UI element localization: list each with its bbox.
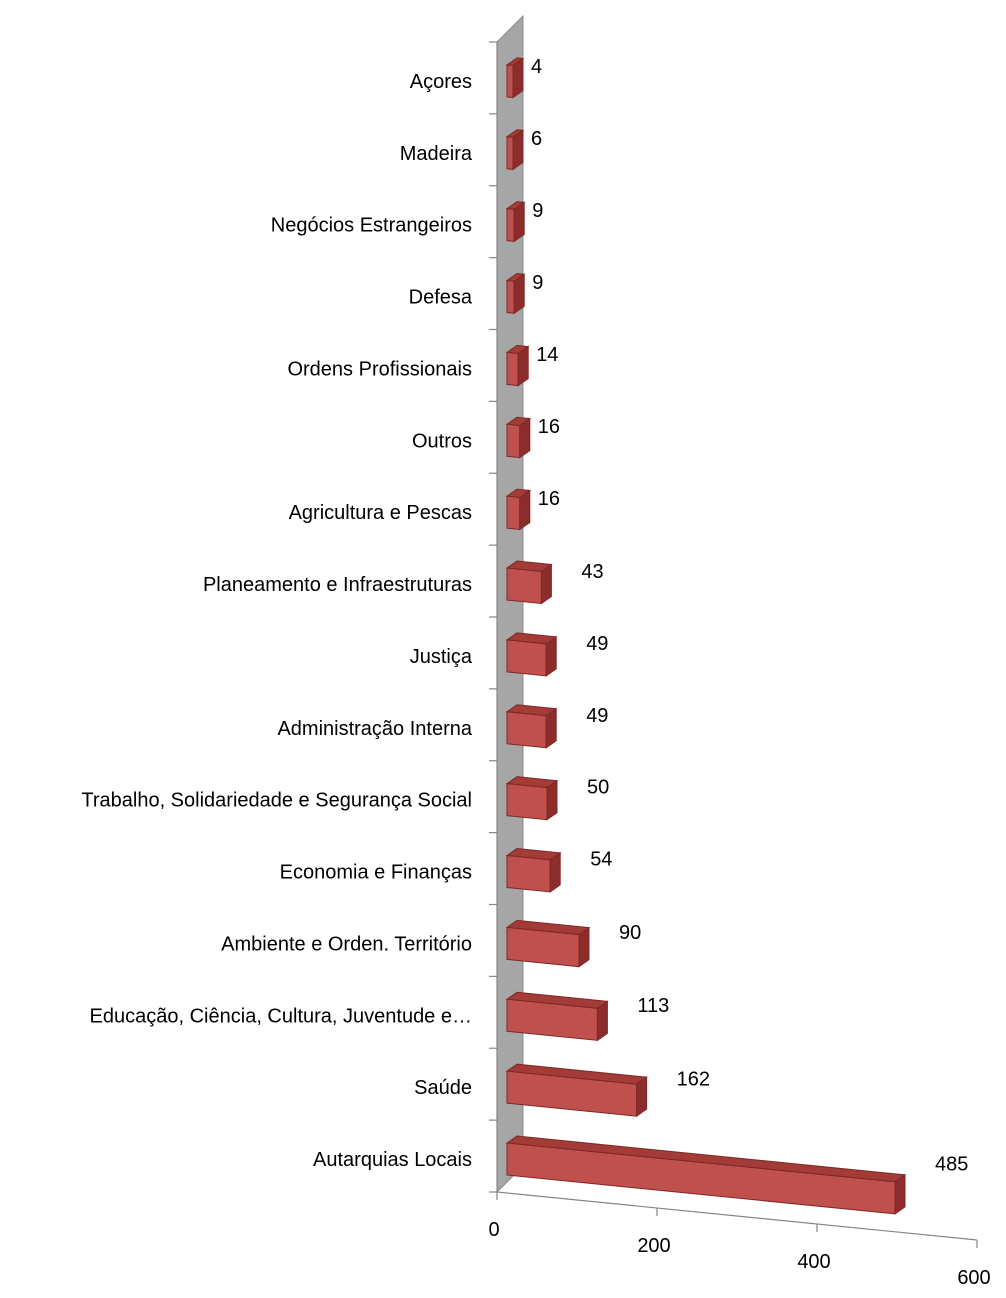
bar-front-face [506,855,551,893]
bar-value-label: 49 [586,633,608,655]
bar [505,201,526,243]
bar [505,632,558,677]
bar-value-label: 54 [590,849,612,871]
bar-value-label: 49 [586,705,608,727]
bar [505,57,525,99]
category-label: Trabalho, Solidariedade e Segurança Soci… [81,790,472,812]
category-label: Agricultura e Pescas [289,502,472,524]
bar [505,919,591,968]
bar-end-face [578,926,590,968]
bar-end-face [517,345,529,387]
value-axis-tick-label: 0 [488,1219,499,1241]
bar-front-face [506,351,519,387]
bar-end-face [519,489,531,531]
bar-front-face [506,423,521,459]
bar [505,848,562,893]
bar [505,991,609,1042]
bar-value-label: 43 [581,561,603,583]
bar-end-face [513,273,525,315]
bar-value-label: 50 [587,777,609,799]
bar-end-face [540,563,552,605]
bar [505,560,553,605]
chart-labels: 0 200 400 600 Açores 4 Madeira 6 Negócios Estran… [81,56,990,1289]
bar [505,273,526,315]
chart-bars [505,57,907,1215]
bar-end-face [596,1000,608,1042]
value-axis-tick-label: 400 [797,1251,830,1273]
bar-end-face [512,57,524,99]
bar-value-label: 113 [637,995,669,1017]
bar-value-label: 16 [538,488,560,510]
bar-end-face [513,201,525,243]
category-label: Negócios Estrangeiros [271,215,472,237]
chart-axes [489,41,978,1248]
bar-value-label: 16 [538,416,560,438]
value-axis-line [496,1191,978,1241]
category-label: Ambiente e Orden. Território [221,933,472,955]
category-label: Defesa [409,287,473,309]
bar-front-face [506,783,548,821]
category-label: Planeamento e Infraestruturas [203,574,472,596]
category-label: Economia e Finanças [280,862,472,884]
bar [505,704,558,749]
bar-end-face [545,635,557,677]
bar-value-label: 6 [531,128,542,150]
category-label: Outros [412,430,472,452]
bar [505,776,559,821]
category-label: Justiça [410,646,473,668]
category-label: Autarquias Locais [313,1149,472,1171]
bar-value-label: 9 [532,200,543,222]
category-label: Saúde [414,1077,472,1099]
category-label: Administração Interna [277,718,472,740]
bar-front-face [506,639,547,677]
bar-end-face [894,1173,906,1215]
bar-front-face [506,208,515,242]
bar-end-face [512,129,524,171]
bar-front-face [506,1142,896,1215]
bar-front-face [506,280,515,314]
bar-front-face [506,64,514,99]
category-label: Madeira [400,143,473,165]
bar-end-face [636,1076,648,1118]
bar-front-face [506,567,542,605]
bar [505,488,532,531]
bar-value-label: 90 [619,922,641,944]
bar-end-face [519,417,531,459]
bar-end-face [545,707,557,749]
bar [505,129,525,171]
bar-value-label: 4 [531,56,542,78]
bar-value-label: 162 [677,1069,710,1091]
bar-front-face [506,711,547,749]
bar-front-face [506,926,580,968]
bar-value-label: 14 [536,344,558,366]
bar [505,1063,648,1118]
bar-value-label: 485 [935,1153,968,1175]
bar-end-face [549,851,561,893]
bar [505,1135,907,1215]
bar-front-face [506,495,521,531]
bar [505,416,532,459]
bar [505,344,530,387]
category-label: Ordens Profissionais [287,358,472,380]
bar-front-face [506,136,514,170]
bar-end-face [546,779,558,821]
bar-value-label: 9 [532,272,543,294]
value-axis-tick-label: 200 [637,1235,670,1257]
value-axis-tick-label: 600 [957,1267,990,1289]
category-label: Educação, Ciência, Cultura, Juventude e… [90,1005,472,1027]
category-label: Açores [410,71,472,93]
